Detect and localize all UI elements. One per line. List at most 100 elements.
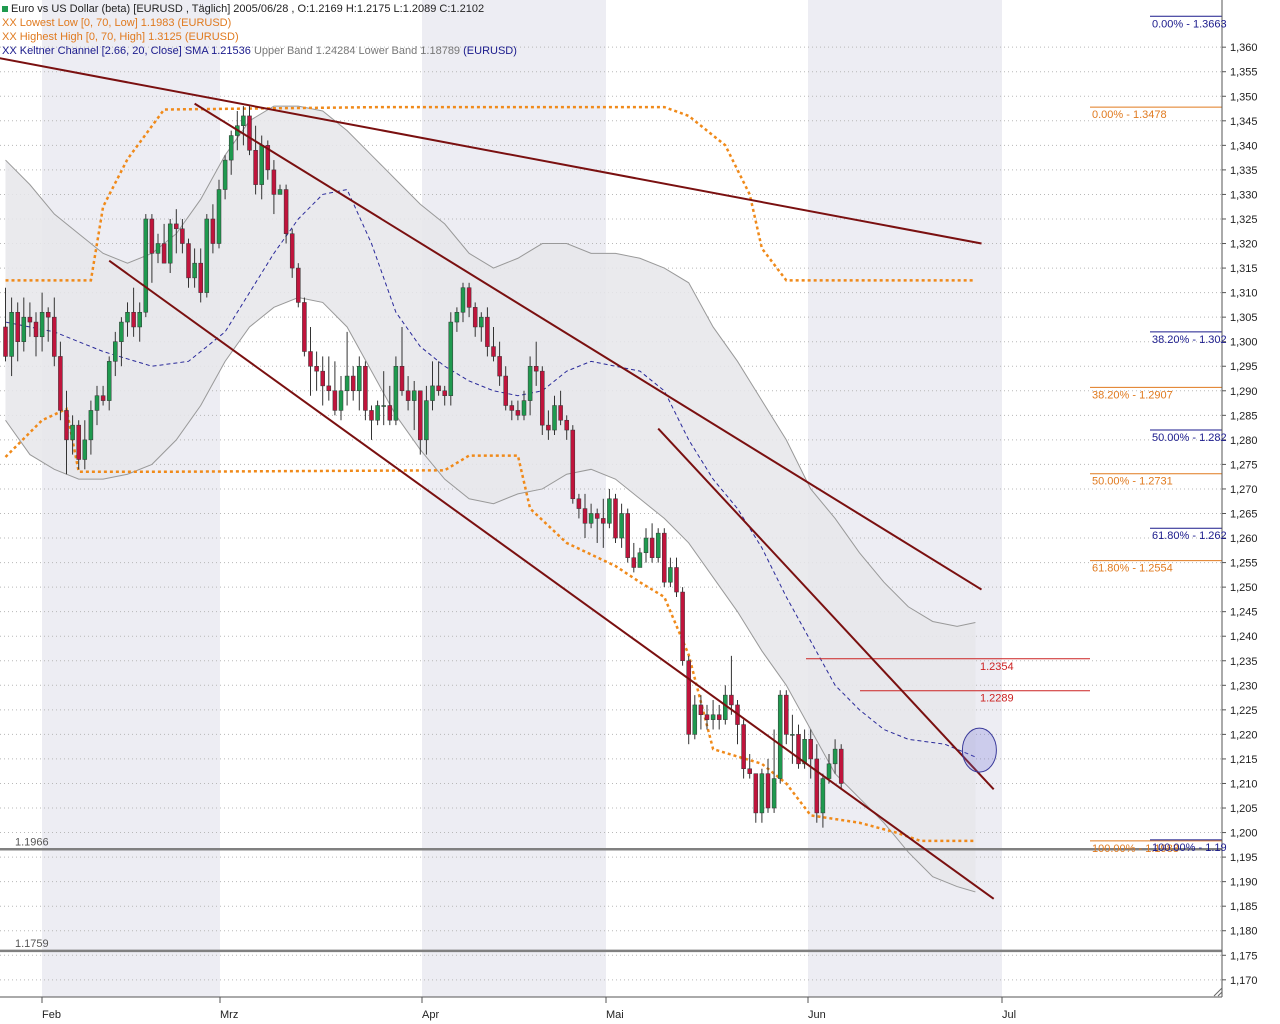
candle-body [369, 410, 374, 421]
highest-high-line [5, 105, 976, 282]
candle-body [247, 115, 252, 151]
support-level-label: 1.1966 [15, 836, 49, 848]
candle-body [802, 739, 807, 765]
y-tick-label: 1,275 [1230, 459, 1258, 471]
trend-line-2 [108, 259, 995, 900]
candle-body [540, 370, 545, 426]
candle-body [466, 287, 472, 308]
candle-body [308, 351, 313, 367]
candle-body [192, 262, 197, 279]
candle-body [357, 365, 362, 392]
candle-body [332, 390, 338, 411]
candle-body [527, 365, 533, 401]
candle-body [454, 311, 460, 323]
candle-body [296, 267, 301, 303]
trend-line-3 [657, 427, 995, 791]
highest-lowest-lines [4, 105, 976, 843]
candle-body [314, 365, 319, 372]
x-tick-label: Jun [808, 1009, 826, 1021]
candle-body [198, 262, 203, 293]
candle-body [45, 311, 51, 318]
candle-body [82, 439, 88, 460]
candle-body [70, 424, 75, 441]
candle-body [808, 739, 813, 760]
candle-body [729, 694, 734, 706]
candle-body [838, 748, 844, 784]
candle-body [680, 591, 685, 662]
candle-body [796, 734, 801, 765]
candle-body [405, 390, 411, 401]
candle-body [143, 218, 149, 313]
candle-body [649, 537, 655, 558]
candle-body [15, 311, 20, 342]
candle-body [302, 302, 307, 352]
trend-line-0 [0, 57, 982, 245]
candle-body [430, 385, 435, 401]
candle-body [289, 233, 295, 269]
candle-body [588, 513, 594, 524]
candle-body [33, 321, 39, 338]
candle-body [765, 773, 771, 809]
candle-body [344, 375, 350, 392]
level-labels: 0.00% - 1.3478 38.20% - 1.2907 50.00% - 1.… [15, 18, 1227, 950]
candle-body [625, 513, 630, 558]
candle-body [375, 405, 380, 421]
candle-body [692, 704, 698, 735]
y-tick-label: 1,305 [1230, 312, 1258, 324]
y-tick-label: 1,190 [1230, 877, 1258, 889]
candle-body [277, 189, 283, 195]
candle-body [442, 390, 447, 396]
candle-body [76, 424, 81, 460]
candle-body [479, 316, 484, 328]
candle-body [662, 532, 667, 583]
fib-orange-label: 38.20% - 1.2907 [1092, 389, 1173, 401]
candle-body [448, 321, 454, 396]
candle-body [174, 223, 179, 230]
fib-blue-label: 50.00% - 1.282 [1152, 432, 1227, 444]
month-band-0 [42, 0, 220, 997]
candle-body [216, 189, 222, 244]
fib-orange-label: 61.80% - 1.2554 [1092, 563, 1173, 575]
candle-body [491, 346, 496, 357]
candle-body [9, 311, 14, 357]
candle-body [613, 498, 618, 539]
candle-body [137, 311, 142, 328]
legend-keltner: XX Keltner Channel [2.66, 20, Close] SMA… [2, 44, 517, 58]
candle-body [113, 341, 118, 362]
candle-body [125, 311, 130, 323]
legend-keltner-c: (EURUSD) [460, 45, 517, 57]
support-level-label: 1.1759 [15, 938, 49, 950]
y-tick-label: 1,200 [1230, 828, 1258, 840]
candlesticks [3, 106, 844, 828]
candle-body [698, 704, 704, 716]
candle-body [747, 768, 752, 774]
legend-keltner-b: Upper Band 1.24284 Lower Band 1.18789 [250, 45, 461, 57]
candle-body [363, 365, 368, 411]
candle-body [558, 405, 563, 421]
candle-body [180, 228, 185, 244]
candle-body [777, 694, 783, 779]
chart-legend: Euro vs US Dollar (beta) [EURUSD , Tägli… [2, 2, 517, 58]
candle-body [350, 375, 356, 392]
candle-body [686, 660, 691, 735]
candle-body [381, 405, 386, 407]
candle-body [753, 773, 759, 814]
y-tick-label: 1,320 [1230, 239, 1258, 251]
axes: 1,360 1,355 1,350 1,345 1,340 1,335 1,330 1,325… [0, 0, 1258, 1021]
candle-body [759, 773, 765, 814]
y-tick-label: 1,330 [1230, 189, 1258, 201]
legend-highest-high: XX Highest High [0, 70, High] 1.3125 (EU… [2, 30, 517, 44]
candle-body [710, 714, 716, 720]
candle-body [668, 567, 673, 583]
green-swatch-icon [2, 6, 8, 13]
y-tick-label: 1,210 [1230, 778, 1258, 790]
y-tick-label: 1,340 [1230, 140, 1258, 152]
y-tick-label: 1,265 [1230, 509, 1258, 521]
candle-body [472, 307, 478, 328]
candle-body [52, 316, 57, 357]
candle-body [485, 316, 490, 347]
y-tick-label: 1,250 [1230, 582, 1258, 594]
month-bands [42, 0, 1002, 997]
candle-body [790, 734, 795, 736]
